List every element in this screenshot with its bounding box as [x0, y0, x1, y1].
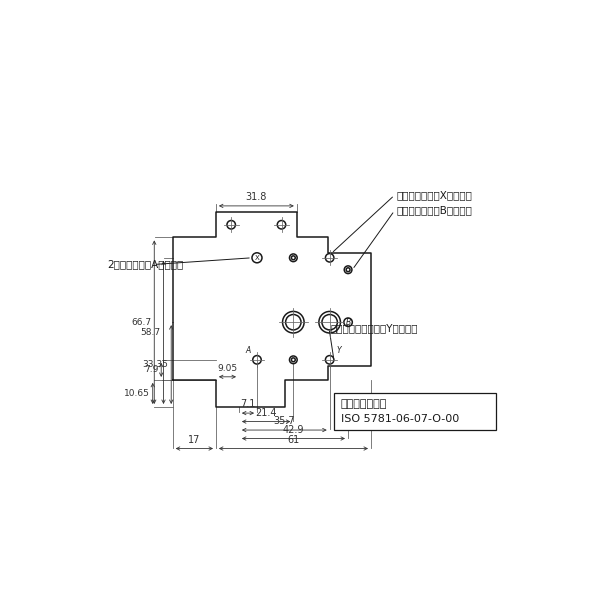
- Text: 取付面（準拠）: 取付面（準拠）: [341, 399, 387, 409]
- Text: 42.9: 42.9: [283, 425, 304, 434]
- Text: 7.1: 7.1: [240, 399, 256, 409]
- Text: 9.05: 9.05: [217, 364, 238, 373]
- Text: 66.7: 66.7: [131, 318, 151, 327]
- Text: 7.9: 7.9: [144, 365, 158, 374]
- Text: 17: 17: [188, 434, 200, 445]
- Text: B: B: [346, 318, 351, 327]
- Text: 外部ドレンポート（Yポート）: 外部ドレンポート（Yポート）: [331, 323, 418, 334]
- Text: 10.65: 10.65: [124, 389, 149, 398]
- Text: ISO 5781-06-07-O-00: ISO 5781-06-07-O-00: [341, 414, 459, 424]
- Text: A: A: [245, 346, 250, 355]
- Text: 61: 61: [287, 434, 299, 445]
- Text: ベントポート（Xポート）: ベントポート（Xポート）: [396, 190, 472, 200]
- Text: 21.4: 21.4: [256, 408, 277, 418]
- Text: 31.8: 31.8: [245, 192, 267, 202]
- Text: 58.7: 58.7: [140, 328, 160, 337]
- Text: 2次側ポート（Aポート）: 2次側ポート（Aポート）: [107, 259, 184, 269]
- Text: 33.35: 33.35: [142, 360, 168, 369]
- Text: １次側ポート（Bポート）: １次側ポート（Bポート）: [396, 206, 472, 215]
- Text: Y: Y: [336, 346, 341, 355]
- Bar: [334, 393, 496, 430]
- Text: X: X: [254, 255, 259, 261]
- Text: 35.7: 35.7: [274, 416, 295, 426]
